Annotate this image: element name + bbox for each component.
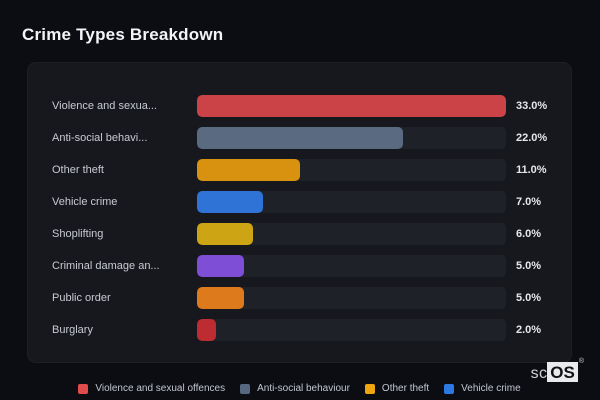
category-label: Vehicle crime [52,196,118,208]
watermark-prefix: sc [530,365,548,382]
value-label: 5.0% [516,292,542,304]
value-label: 6.0% [516,228,542,240]
value-label: 2.0% [516,324,542,336]
bar-row: Violence and sexua... 33.0% [28,95,571,117]
watermark-suffix: OS [547,362,578,382]
bar-fill[interactable] [197,127,403,149]
bar-row: Shoplifting 6.0% [28,223,571,245]
bar-fill[interactable] [197,159,300,181]
bar-fill[interactable] [197,319,216,341]
legend-swatch-icon [444,383,455,394]
bar-row: Public order 5.0% [28,287,571,309]
category-label: Violence and sexua... [52,100,157,112]
bar-track [197,287,506,309]
bar-track [197,255,506,277]
value-label: 5.0% [516,260,542,272]
category-label: Public order [52,292,111,304]
category-label: Shoplifting [52,228,104,240]
bar-fill[interactable] [197,287,244,309]
legend-item[interactable]: Violence and sexual offences [78,383,225,394]
bar-fill[interactable] [197,95,506,117]
value-label: 11.0% [516,164,547,176]
bar-rows: Violence and sexua... 33.0% Anti-social … [28,63,571,341]
legend-swatch-icon [78,383,89,394]
bar-track [197,127,506,149]
bar-track [197,319,506,341]
bar-row: Vehicle crime 7.0% [28,191,571,213]
bar-row: Other theft 11.0% [28,159,571,181]
bar-track [197,159,506,181]
value-label: 7.0% [516,196,542,208]
legend-label: Vehicle crime [461,383,521,394]
legend-swatch-icon [240,383,251,394]
legend-item[interactable]: Anti-social behaviour [240,383,350,394]
legend-swatch-icon [364,383,375,394]
legend-label: Other theft [381,383,430,394]
legend: Violence and sexual offences Anti-social… [27,383,572,394]
legend-label: Violence and sexual offences [95,383,226,394]
bar-row: Criminal damage an... 5.0% [28,255,571,277]
bar-fill[interactable] [197,255,244,277]
bar-row: Anti-social behavi... 22.0% [28,127,571,149]
category-label: Anti-social behavi... [52,132,148,144]
value-label: 33.0% [516,100,548,112]
chart-panel: Violence and sexua... 33.0% Anti-social … [27,62,572,363]
legend-item[interactable]: Other theft [364,383,430,394]
bar-row: Burglary 2.0% [28,319,571,341]
bar-fill[interactable] [197,191,263,213]
bar-track [197,95,506,117]
page-title: Crime Types Breakdown [22,25,224,44]
legend-label: Anti-social behaviour [257,383,350,394]
value-label: 22.0% [516,132,548,144]
legend-item[interactable]: Vehicle crime [444,383,521,394]
category-label: Criminal damage an... [52,260,160,272]
scos-watermark-logo: sc OS ® [530,358,584,382]
bar-fill[interactable] [197,223,254,245]
category-label: Burglary [52,324,93,336]
bar-track [197,223,506,245]
category-label: Other theft [52,164,104,176]
bar-track [197,191,506,213]
registered-trademark-icon: ® [578,358,584,365]
